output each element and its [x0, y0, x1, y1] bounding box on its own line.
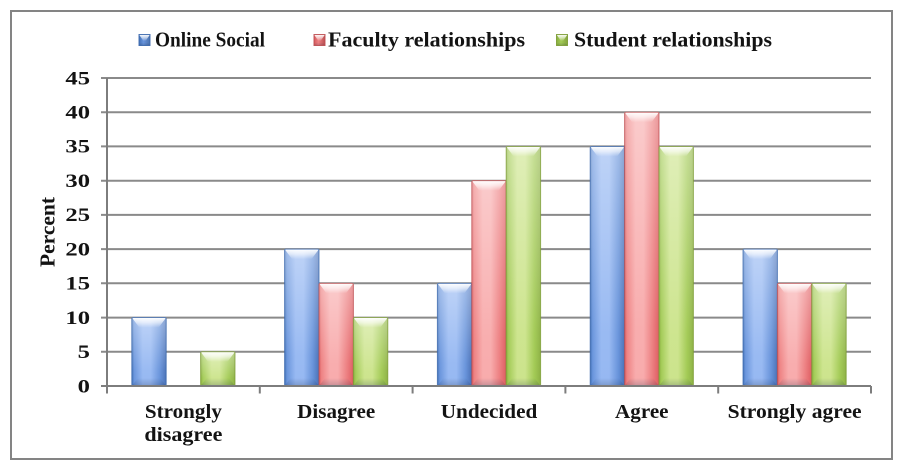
svg-text:Faculty relationships: Faculty relationships: [328, 28, 525, 52]
svg-text:10: 10: [65, 308, 90, 329]
svg-text:40: 40: [65, 103, 90, 124]
svg-text:Undecided: Undecided: [441, 401, 538, 423]
svg-text:25: 25: [65, 205, 90, 226]
svg-text:Student relationships: Student relationships: [574, 28, 772, 52]
svg-text:Disagree: Disagree: [297, 401, 375, 423]
svg-text:Percent: Percent: [36, 197, 60, 267]
svg-text:Agree: Agree: [615, 401, 669, 423]
svg-text:45: 45: [65, 68, 90, 89]
svg-text:30: 30: [65, 171, 90, 192]
svg-text:0: 0: [78, 376, 90, 397]
svg-text:Strongly agree: Strongly agree: [728, 401, 862, 423]
svg-text:35: 35: [65, 137, 90, 158]
svg-text:5: 5: [78, 342, 90, 363]
svg-text:20: 20: [65, 239, 90, 260]
svg-text:Online Social: Online Social: [155, 28, 265, 52]
svg-text:disagree: disagree: [144, 424, 222, 446]
svg-text:Strongly: Strongly: [145, 401, 222, 423]
svg-text:15: 15: [65, 274, 90, 295]
